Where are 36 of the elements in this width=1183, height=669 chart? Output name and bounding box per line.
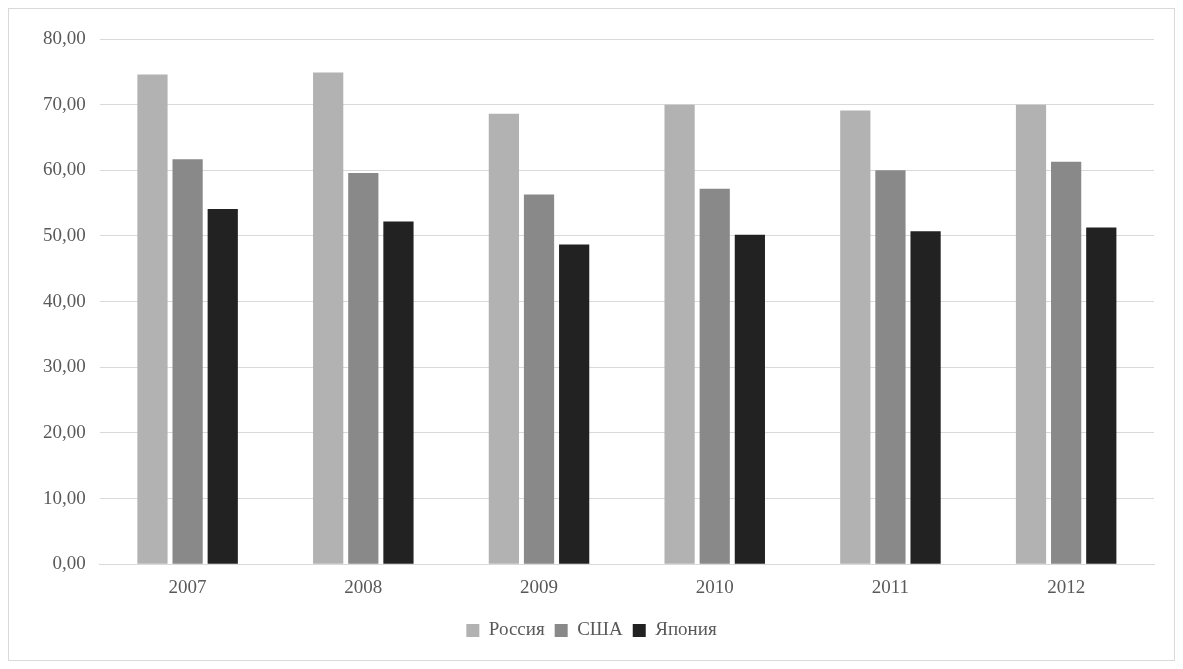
y-tick-label: 0,00 [52, 552, 86, 574]
bar [313, 72, 344, 564]
x-tick-label: 2008 [344, 575, 383, 597]
x-tick-label: 2009 [520, 575, 559, 597]
bar [875, 170, 906, 564]
y-tick-label: 40,00 [43, 289, 86, 311]
bar [488, 113, 519, 564]
bar [664, 104, 695, 564]
bar [207, 209, 238, 564]
bar [1086, 227, 1117, 564]
bar [172, 159, 203, 564]
bar [734, 234, 765, 564]
y-tick-label: 30,00 [43, 355, 86, 377]
bar [840, 110, 871, 564]
bar [1051, 161, 1082, 564]
y-tick-label: 60,00 [43, 158, 86, 180]
y-tick-label: 70,00 [43, 92, 86, 114]
legend-label: Япония [655, 618, 717, 640]
x-tick-label: 2012 [1047, 575, 1086, 597]
bar [699, 188, 730, 564]
x-tick-label: 2007 [168, 575, 207, 597]
bar [910, 231, 941, 564]
bar [559, 244, 590, 564]
bar [383, 221, 414, 564]
legend-label: Россия [488, 618, 545, 640]
bar [1015, 104, 1047, 564]
y-tick-label: 10,00 [43, 486, 86, 508]
y-tick-label: 80,00 [43, 26, 86, 48]
y-tick-label: 20,00 [43, 420, 86, 442]
x-tick-label: 2010 [695, 575, 734, 597]
legend-label: США [577, 618, 624, 640]
bar [348, 172, 379, 564]
bar [523, 194, 555, 564]
bar [137, 74, 168, 564]
x-tick-label: 2011 [871, 575, 910, 597]
y-tick-label: 50,00 [43, 223, 86, 245]
